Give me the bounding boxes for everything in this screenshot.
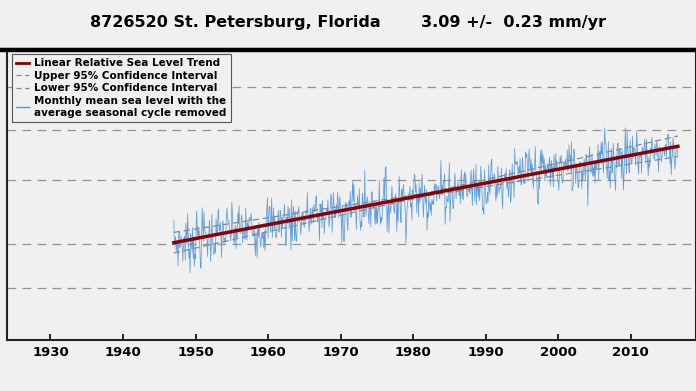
Text: 8726520 St. Petersburg, Florida: 8726520 St. Petersburg, Florida [90,15,381,30]
Text: 3.09 +/-  0.23 mm/yr: 3.09 +/- 0.23 mm/yr [420,15,606,30]
Legend: Linear Relative Sea Level Trend, Upper 95% Confidence Interval, Lower 95% Confid: Linear Relative Sea Level Trend, Upper 9… [12,54,230,122]
